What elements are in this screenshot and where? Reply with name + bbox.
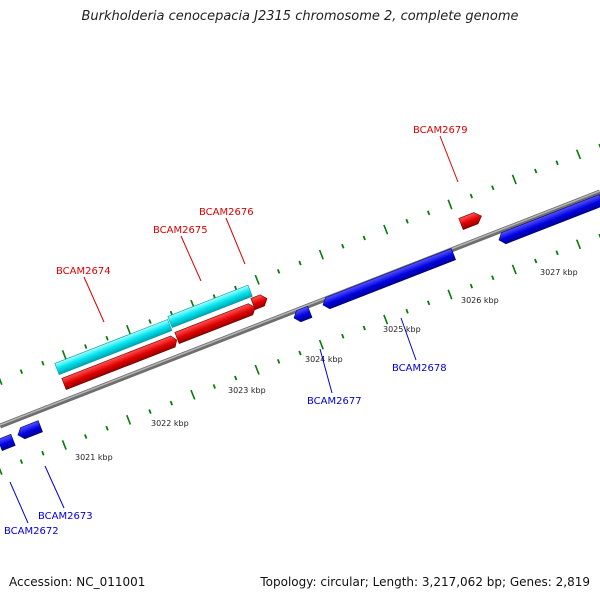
minor-tick	[598, 143, 600, 149]
major-tick	[0, 377, 3, 385]
leader-bcam2678	[400, 317, 417, 361]
major-tick	[126, 324, 132, 335]
minor-tick	[84, 434, 88, 439]
scale-label: 3025 kbp	[383, 325, 421, 334]
gene-labels: BCAM2672 BCAM2673 BCAM2674 BCAM2675 BCAM…	[4, 125, 468, 537]
highlight-features	[54, 284, 253, 375]
minor-tick	[341, 243, 345, 249]
minor-tick	[212, 384, 216, 389]
minor-tick	[491, 275, 495, 281]
major-tick	[383, 224, 389, 235]
minor-tick	[41, 450, 45, 456]
gene-arrow-bcam2673[interactable]	[16, 420, 43, 441]
gene-label-bcam2675[interactable]: BCAM2675	[153, 225, 208, 236]
leader-bcam2673	[44, 465, 65, 509]
reverse-genes	[0, 194, 600, 451]
forward-genes	[61, 210, 484, 390]
gene-label-bcam2677[interactable]: BCAM2677	[307, 396, 362, 407]
minor-tick	[276, 268, 281, 274]
major-tick	[447, 289, 453, 300]
minor-tick	[19, 369, 24, 375]
gene-arrow-bcam2674[interactable]	[61, 334, 179, 390]
leader-bcam2672	[9, 481, 29, 524]
leader-bcam2679	[439, 135, 459, 183]
minor-tick	[148, 319, 152, 324]
gene-arrow-bcam2677[interactable]	[292, 305, 313, 323]
minor-tick	[298, 260, 302, 266]
major-tick	[61, 350, 67, 360]
minor-tick	[105, 335, 109, 341]
major-tick	[575, 149, 582, 160]
minor-tick	[19, 459, 24, 465]
minor-tick	[426, 210, 431, 216]
major-tick	[61, 440, 67, 450]
minor-tick	[534, 168, 538, 174]
leader-bcam2675	[180, 235, 202, 282]
major-tick	[0, 467, 3, 475]
gene-arrow-bcam2678[interactable]	[321, 248, 457, 311]
minor-tick	[405, 308, 409, 314]
genome-summary-text: Topology: circular; Length: 3,217,062 bp…	[260, 575, 590, 589]
accession-text: Accession: NC_011001	[9, 575, 146, 589]
minor-tick	[534, 258, 538, 264]
minor-tick	[234, 375, 238, 381]
minor-tick	[276, 358, 281, 364]
major-tick	[318, 339, 324, 350]
scale-label: 3023 kbp	[228, 386, 266, 395]
map-title: Burkholderia cenocepacia J2315 chromosom…	[81, 9, 519, 24]
minor-tick	[491, 185, 495, 191]
scale-label: 3022 kbp	[151, 419, 189, 428]
chromosome-backbone	[0, 189, 600, 429]
minor-tick	[469, 283, 474, 289]
minor-tick	[555, 250, 559, 256]
minor-tick	[426, 300, 431, 306]
leader-bcam2674	[83, 276, 105, 323]
gene-label-bcam2672[interactable]: BCAM2672	[4, 526, 59, 537]
leader-bcam2677	[319, 348, 333, 394]
minor-tick	[148, 409, 152, 414]
major-tick	[511, 174, 517, 185]
major-tick	[383, 314, 389, 325]
minor-tick	[169, 400, 174, 406]
highlight-bar-bcam2674	[54, 319, 173, 375]
minor-tick	[598, 233, 600, 239]
minor-tick	[105, 425, 109, 431]
minor-tick	[341, 333, 345, 339]
major-tick	[254, 274, 260, 285]
scale-label: 3027 kbp	[540, 268, 578, 277]
gene-arrow-bcam2675[interactable]	[174, 302, 258, 344]
minor-tick	[362, 235, 366, 241]
gene-label-bcam2679[interactable]: BCAM2679	[413, 125, 468, 136]
minor-tick	[469, 193, 474, 199]
leader-bcam2676	[225, 217, 246, 265]
minor-tick	[298, 350, 302, 356]
gene-arrow-bcam2676[interactable]	[250, 293, 269, 310]
major-tick	[190, 389, 196, 400]
gene-label-bcam2674[interactable]: BCAM2674	[56, 266, 111, 277]
major-tick	[447, 199, 453, 210]
major-tick	[511, 264, 517, 275]
minor-tick	[362, 325, 366, 331]
highlight-bar-bcam2675	[167, 284, 253, 328]
scale-label: 3021 kbp	[75, 453, 113, 462]
major-tick	[126, 414, 132, 425]
gene-label-bcam2678[interactable]: BCAM2678	[392, 363, 447, 374]
gene-label-bcam2673[interactable]: BCAM2673	[38, 511, 93, 522]
major-tick	[254, 364, 260, 375]
scale-label: 3026 kbp	[461, 296, 499, 305]
major-tick	[318, 249, 324, 260]
gene-arrow-bcam2672[interactable]	[0, 433, 16, 451]
major-tick	[575, 239, 582, 250]
scale-labels: 3021 kbp 3022 kbp 3023 kbp 3024 kbp 3025…	[75, 268, 578, 462]
gene-label-bcam2676[interactable]: BCAM2676	[199, 207, 254, 218]
gene-arrow-bcam2679[interactable]	[458, 210, 484, 230]
minor-tick	[84, 344, 88, 349]
minor-tick	[405, 218, 409, 224]
gene-arrow-unlabeled[interactable]	[497, 194, 600, 245]
minor-tick	[41, 360, 45, 366]
scale-label: 3024 kbp	[305, 355, 343, 364]
label-leaders	[9, 135, 459, 524]
minor-tick	[555, 160, 559, 166]
